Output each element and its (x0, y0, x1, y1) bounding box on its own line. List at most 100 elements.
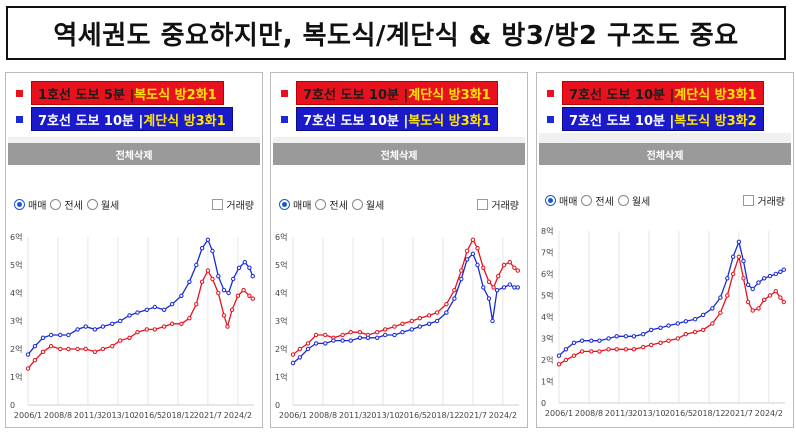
data-point-red (313, 332, 319, 338)
legend-tag: 7호선 도보 10분 | 계단식 방3화1 (562, 81, 764, 105)
series-line-red (558, 254, 785, 365)
data-point-red (392, 324, 397, 329)
data-point-red (58, 346, 63, 352)
y-tick-label: 5억 (275, 260, 287, 270)
radio-label: 매매 (293, 201, 312, 212)
data-point-blue (631, 334, 637, 339)
y-tick-label: 0 (541, 399, 546, 408)
radio-label: 매매 (28, 201, 47, 212)
data-point-red (767, 293, 773, 298)
volume-checkbox[interactable]: 거래량 (212, 197, 254, 212)
x-tick-label: 2006/1 (279, 411, 307, 420)
radio-sale[interactable] (14, 199, 25, 210)
radio-jeonse[interactable] (581, 195, 593, 206)
radio-jeonse[interactable] (50, 199, 62, 210)
data-point-blue (383, 332, 388, 338)
legend-label: 7호선 도보 10분 | (303, 87, 409, 103)
data-point-red (250, 296, 256, 301)
checkbox-box[interactable] (743, 195, 755, 206)
data-point-blue (507, 282, 513, 287)
x-tick-label: 2011/3 (339, 411, 367, 420)
data-point-blue (692, 317, 698, 322)
data-point-blue (494, 288, 500, 293)
legend-item-blue[interactable]: 7호선 도보 10분 | 계단식 방3화1 (16, 107, 233, 131)
legend-swatch (281, 89, 288, 97)
data-point-red (597, 349, 602, 354)
delete-all-button[interactable]: 전체삭제 (8, 143, 260, 165)
legend-swatch (16, 89, 23, 97)
data-point-red (459, 268, 464, 273)
data-point-red (194, 302, 199, 307)
x-tick-label: 2018/12 (426, 411, 459, 420)
data-point-red (501, 262, 507, 268)
volume-checkbox[interactable]: 거래량 (743, 193, 785, 208)
y-tick-label: 2억 (541, 355, 553, 365)
radio-sale[interactable] (545, 195, 556, 206)
data-point-red (496, 274, 501, 279)
data-point-red (241, 288, 246, 293)
data-point-blue (481, 285, 486, 290)
data-point-red (383, 327, 388, 332)
radio-label: 월세 (100, 201, 120, 212)
data-point-blue (392, 332, 397, 338)
data-point-blue (683, 319, 689, 324)
checkbox-box[interactable] (477, 199, 489, 210)
data-point-red (375, 330, 380, 335)
y-tick-label: 0 (10, 401, 15, 410)
delete-all-button[interactable]: 전체삭제 (273, 143, 525, 165)
volume-checkbox[interactable]: 거래량 (477, 197, 519, 212)
data-point-blue (226, 290, 231, 296)
data-point-red (409, 318, 415, 324)
radio-label: 매매 (559, 197, 578, 208)
data-point-red (40, 349, 46, 355)
data-point-red (179, 321, 184, 327)
y-tick-label: 4억 (541, 312, 553, 322)
series-line-red (27, 269, 254, 370)
legend-item-blue[interactable]: 7호선 도보 10분 | 복도식 방3화2 (547, 107, 764, 131)
chart-panel-2: 7호선 도보 10분 | 계단식 방3화1 7호선 도보 10분 | 복도식 방3… (270, 72, 528, 428)
data-point-red (710, 321, 715, 326)
data-point-blue (83, 324, 88, 329)
checkbox-box[interactable] (212, 199, 224, 210)
y-tick-label: 1억 (275, 372, 287, 382)
legend-item-red[interactable]: 7호선 도보 10분 | 계단식 방3화1 (281, 81, 498, 105)
data-point-blue (409, 327, 415, 332)
delete-all-button[interactable]: 전체삭제 (539, 143, 791, 165)
radio-jeonse[interactable] (315, 199, 327, 210)
data-point-red (773, 289, 779, 294)
data-point-red (512, 265, 517, 270)
data-point-blue (236, 265, 242, 270)
y-tick-label: 3억 (10, 316, 22, 326)
x-tick-label: 2011/3 (74, 411, 102, 420)
data-point-blue (589, 338, 594, 343)
radio-monthly[interactable] (86, 199, 98, 210)
data-point-red (762, 297, 767, 303)
data-point-blue (762, 276, 767, 281)
radio-monthly[interactable] (617, 195, 629, 206)
radio-sale[interactable] (279, 199, 290, 210)
data-point-blue (118, 318, 123, 324)
legend-item-blue[interactable]: 7호선 도보 10분 | 복도식 방3화1 (281, 107, 498, 131)
x-tick-label: 2008/8 (575, 409, 603, 418)
y-tick-label: 4억 (10, 288, 22, 298)
x-tick-label: 2011/3 (605, 409, 633, 418)
data-point-red (658, 340, 663, 346)
legend-item-red[interactable]: 7호선 도보 10분 | 계단식 방3화1 (547, 81, 764, 105)
y-tick-label: 0 (275, 401, 280, 410)
data-point-red (305, 341, 311, 346)
x-tick-label: 2024/2 (489, 411, 517, 420)
legend-item-red[interactable]: 1호선 도보 5분 | 복도식 방2화1 (16, 81, 224, 105)
data-point-blue (745, 282, 751, 287)
data-point-blue (700, 312, 706, 318)
x-tick-label: 2024/2 (755, 409, 783, 418)
x-tick-label: 2016/5 (665, 409, 693, 418)
data-point-blue (66, 332, 71, 338)
y-tick-label: 8억 (541, 226, 553, 236)
data-point-blue (736, 239, 742, 244)
radio-monthly[interactable] (351, 199, 363, 210)
data-point-red (452, 288, 457, 293)
data-point-red (417, 316, 423, 321)
data-point-blue (464, 257, 470, 262)
y-tick-label: 2억 (10, 344, 22, 354)
data-point-blue (161, 307, 167, 313)
